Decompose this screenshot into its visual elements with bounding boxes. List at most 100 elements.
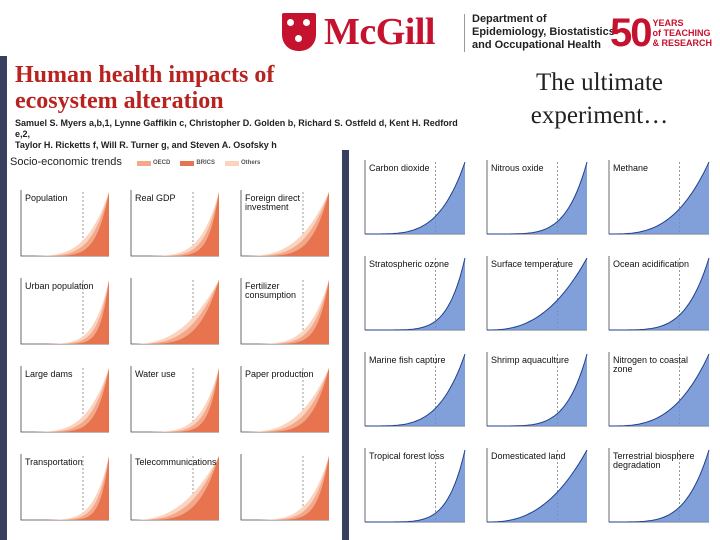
panel-label: Methane [613,163,649,173]
panel-plot [240,366,329,433]
panel-marine-fish-capture: Marine fish capture [355,350,467,434]
panel-nitrous-oxide: Nitrous oxide [477,158,589,242]
panel-area [241,456,329,520]
panel-label: Urban population [25,281,94,291]
department-name: Department of Epidemiology, Biostatistic… [472,13,615,52]
panel-area [241,192,329,256]
anniversary-text: YEARS of TEACHING & RESEARCH [653,18,713,48]
panel-area [241,192,329,256]
panel-large-dams: Large dams [11,364,111,440]
panel-line [609,449,710,523]
legend-swatch-brics [180,160,195,166]
panel-methane: Methane [599,158,711,242]
panel-plot [608,448,710,523]
panel-line [609,257,710,331]
panel-label: Telecommunications [135,457,217,467]
department-line-2: Epidemiology, Biostatistics [472,26,615,38]
panel-foreign-direct-investment: Foreign direct investment [231,188,331,264]
panel-label: Transportation [25,457,83,467]
panel-area [131,368,219,432]
header-divider [464,14,465,52]
panel-plot [364,160,466,235]
legend-item-oecd: OECD [137,160,170,166]
panel-plot [486,160,588,235]
panel-plot [608,160,710,235]
panel-line [365,257,466,331]
panel-area [487,162,587,234]
mcgill-shield-icon [282,13,316,51]
panel-plot [608,256,710,331]
panel-domesticated-land: Domesticated land [477,446,589,530]
panel-line [365,449,466,523]
panel-area [365,162,465,234]
panel-plot [364,352,466,427]
panel-fertilizer-consumption: Fertilizer consumption [231,276,331,352]
panel-label: Real GDP [135,193,176,203]
caption-box: The ultimate experiment… [479,56,720,150]
panel-unlabeled-4 [121,276,221,352]
panel-plot [130,366,219,433]
panel-label: Surface temperature [491,259,574,269]
legend-item-others: Others [225,160,260,166]
panel-area [241,368,329,432]
legend-label-others: Others [241,160,261,166]
panel-area [241,456,329,520]
panel-area [241,280,329,344]
paper-title: Human health impacts of ecosystem altera… [15,62,274,114]
department-line-1: Department of [472,13,547,25]
panel-nitrogen-to-coastal-zone: Nitrogen to coastal zone [599,350,711,434]
panel-line [609,353,710,427]
panel-line [609,161,710,235]
legend-item-brics: BRICS [180,160,215,166]
panel-area [21,456,109,520]
panel-label: Foreign direct investment [245,193,301,212]
legend-label-oecd: OECD [153,160,171,166]
panel-area [241,368,329,432]
panel-label: Terrestrial biosphere degradation [613,451,695,470]
panel-plot [20,366,109,433]
caption-line-2: experiment… [530,102,669,129]
panel-plot [20,190,109,257]
panel-plot [240,454,329,521]
panel-area [487,258,587,330]
panel-area [131,192,219,256]
paper-title-line-1: Human health impacts of [15,62,275,88]
panel-unlabeled-11 [231,452,331,528]
anniversary-line-3: & RESEARCH [652,38,713,48]
panel-plot [364,448,466,523]
panel-label: Population [25,193,68,203]
panel-plot [364,256,466,331]
panel-label: Paper production [245,369,314,379]
panel-line [487,161,588,235]
panel-ocean-acidification: Ocean acidification [599,254,711,338]
panel-line [487,257,588,331]
trends-figure: Socio-economic trends OECD BRICS Others … [7,150,720,540]
panel-area [21,368,109,432]
panel-area [609,354,709,426]
anniversary-line-1: YEARS [652,18,684,28]
panel-area [365,450,465,522]
panel-label: Ocean acidification [613,259,690,269]
header-bar: McGill Department of Epidemiology, Biost… [0,0,720,56]
caption-line-1: The ultimate [535,69,664,96]
panel-line [365,353,466,427]
panel-label: Nitrogen to coastal zone [613,355,689,374]
panel-area [609,258,709,330]
legend-label-brics: BRICS [196,160,216,166]
panel-stratospheric-ozone: Stratospheric ozone [355,254,467,338]
anniversary-line-2: of TEACHING [652,28,711,38]
panel-area [21,192,109,256]
panel-plot [130,454,219,521]
panel-area [609,162,709,234]
paper-header: Human health impacts of ecosystem altera… [7,56,479,150]
panel-area [487,450,587,522]
panel-population: Population [11,188,111,264]
panel-carbon-dioxide: Carbon dioxide [355,158,467,242]
panel-area [131,456,219,520]
panel-label: Stratospheric ozone [369,259,450,269]
mcgill-logo: McGill [282,11,435,53]
panel-label: Water use [135,369,176,379]
panel-tropical-forest-loss: Tropical forest loss [355,446,467,530]
panel-plot [130,190,219,257]
anniversary-number: 50 [610,11,652,55]
